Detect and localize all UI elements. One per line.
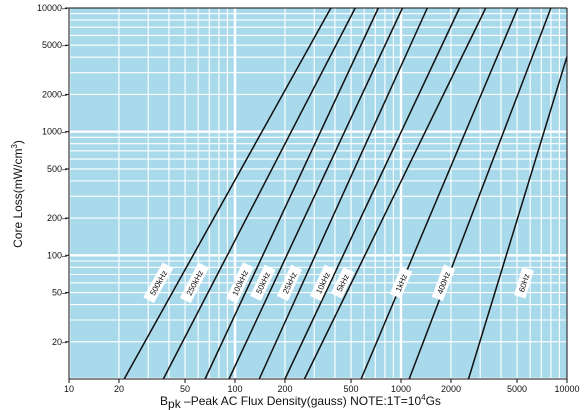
x-tick-label: 200: [277, 384, 292, 394]
freq-label-bg: [389, 267, 413, 299]
y-tick-label: 100–: [47, 250, 67, 260]
series-line-100kHz: [204, 7, 379, 380]
series-line-50kHz: [228, 7, 404, 380]
freq-label-bg: [431, 264, 456, 302]
series-line-400Hz: [408, 7, 552, 380]
y-tick-label: 50–: [52, 288, 67, 298]
tick-labels: 10 20 50 100 200 500 1000 2000 5000 10000 20– 50– 10…: [37, 3, 580, 394]
freq-label-bg: [226, 262, 254, 304]
x-tick-label: 50: [180, 384, 190, 394]
x-tick-label: 2000: [441, 384, 461, 394]
series-line-1kHz: [360, 7, 519, 380]
y-tick-label: 1000–: [42, 127, 67, 137]
plot-area: [69, 8, 567, 379]
x-tick-label: 10000: [554, 384, 579, 394]
freq-label-bg: [143, 262, 174, 304]
y-tick-label: 500–: [47, 164, 67, 174]
freq-label-bg: [310, 264, 336, 301]
x-axis-title: Bpk –Peak AC Flux Density(gauss) NOTE:1T…: [160, 393, 441, 410]
freq-label-bg: [180, 262, 209, 304]
freq-label-bg: [250, 264, 276, 301]
freq-label-bg: [513, 267, 534, 299]
freq-label-bg: [276, 264, 303, 301]
x-tick-label: 5000: [507, 384, 527, 394]
x-tick-label: 500: [344, 384, 359, 394]
y-tick-label: 20–: [52, 337, 67, 347]
y-tick-label: 5000–: [42, 40, 67, 50]
y-tick-label: 10000–: [37, 3, 67, 13]
y-tick-label: 200–: [47, 213, 67, 223]
series-line-250kHz: [162, 7, 356, 380]
y-axis-title: Core Loss(mW/cm3): [10, 140, 25, 248]
series-lines: [123, 7, 568, 380]
freq-label-60Hz: 60Hz: [513, 267, 534, 299]
series-line-5kHz: [303, 7, 487, 380]
x-tick-label: 1000: [391, 384, 411, 394]
freq-label-bg: [330, 267, 355, 299]
x-tick-label: 10: [64, 384, 74, 394]
series-line-60Hz: [467, 56, 568, 380]
series-line-10kHz: [284, 7, 461, 380]
x-tick-label: 100: [227, 384, 242, 394]
x-tick-label: 20: [114, 384, 124, 394]
series-line-500kHz: [123, 7, 332, 380]
y-tick-label: 2000–: [42, 89, 67, 99]
axes: [68, 7, 568, 380]
series-line-25kHz: [258, 7, 428, 380]
